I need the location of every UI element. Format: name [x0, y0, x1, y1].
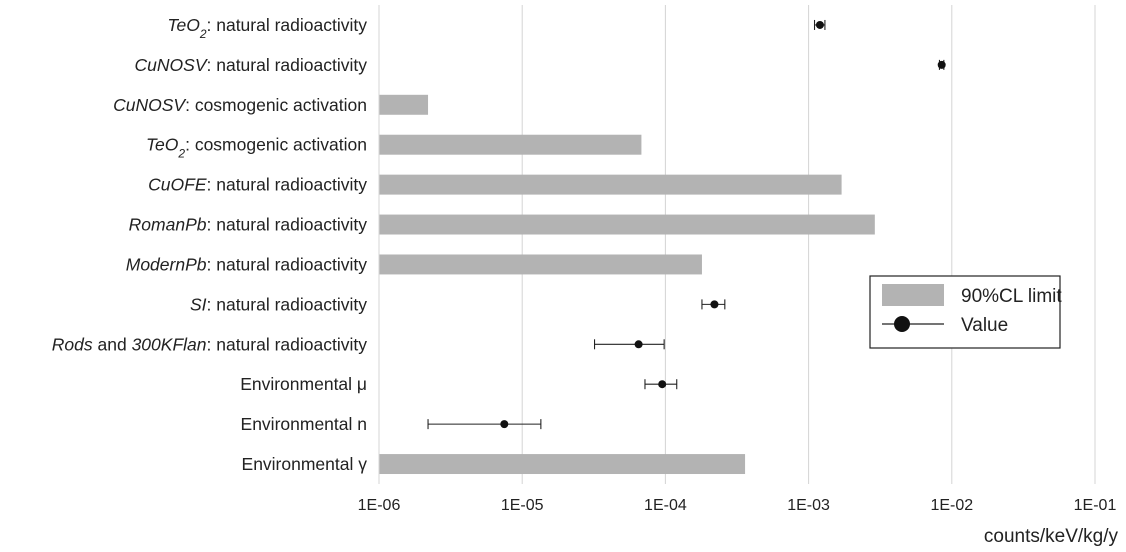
category-label: TeO2: cosmogenic activation — [146, 135, 367, 161]
bar — [379, 174, 842, 195]
category-label: TeO2: natural radioactivity — [167, 15, 367, 41]
category-label: Environmental μ — [240, 374, 367, 394]
data-point — [593, 339, 665, 350]
grid-lines — [521, 5, 1096, 484]
category-label: CuOFE: natural radioactivity — [148, 175, 367, 195]
bar — [379, 134, 642, 155]
x-tick-label: 1E-03 — [787, 497, 830, 514]
bar — [379, 254, 702, 275]
x-tick-label: 1E-02 — [930, 497, 973, 514]
data-point — [644, 379, 678, 390]
value-marker — [500, 420, 509, 429]
value-series — [427, 19, 946, 430]
value-marker — [658, 380, 667, 389]
category-label: CuNOSV: natural radioactivity — [135, 55, 368, 75]
bar — [379, 214, 875, 235]
value-marker — [634, 340, 643, 349]
x-axis-title: counts/keV/kg/y — [984, 526, 1119, 547]
legend-label-value: Value — [961, 315, 1008, 336]
category-label: ModernPb: natural radioactivity — [126, 254, 367, 274]
data-point — [813, 19, 826, 30]
legend-label-limit: 90%CL limit — [961, 286, 1062, 307]
x-tick-label: 1E-06 — [358, 497, 401, 514]
x-tick-label: 1E-05 — [501, 497, 544, 514]
legend-swatch-limit — [882, 284, 944, 306]
category-label: Environmental n — [241, 414, 367, 434]
data-point — [427, 419, 542, 430]
bar-series — [379, 94, 875, 475]
legend-marker-value — [894, 316, 910, 332]
category-labels: TeO2: natural radioactivity CuNOSV: natur… — [52, 15, 367, 474]
x-axis: 1E-06 1E-05 1E-04 1E-03 1E-02 1E-01 — [358, 5, 1117, 514]
value-marker — [815, 20, 824, 29]
value-marker — [937, 60, 946, 69]
data-point — [701, 299, 726, 310]
category-label: RomanPb: natural radioactivity — [129, 215, 368, 235]
x-tick-label: 1E-01 — [1074, 497, 1117, 514]
legend: 90%CL limit Value — [869, 275, 1062, 349]
data-point — [937, 59, 946, 70]
bar — [379, 454, 746, 475]
category-label: Rods and 300KFlan: natural radioactivity — [52, 334, 367, 354]
bar — [379, 94, 429, 115]
category-label: SI: natural radioactivity — [190, 294, 367, 314]
category-label: Environmental γ — [242, 454, 368, 474]
value-marker — [710, 300, 719, 309]
x-tick-label: 1E-04 — [644, 497, 687, 514]
category-label: CuNOSV: cosmogenic activation — [113, 95, 367, 115]
